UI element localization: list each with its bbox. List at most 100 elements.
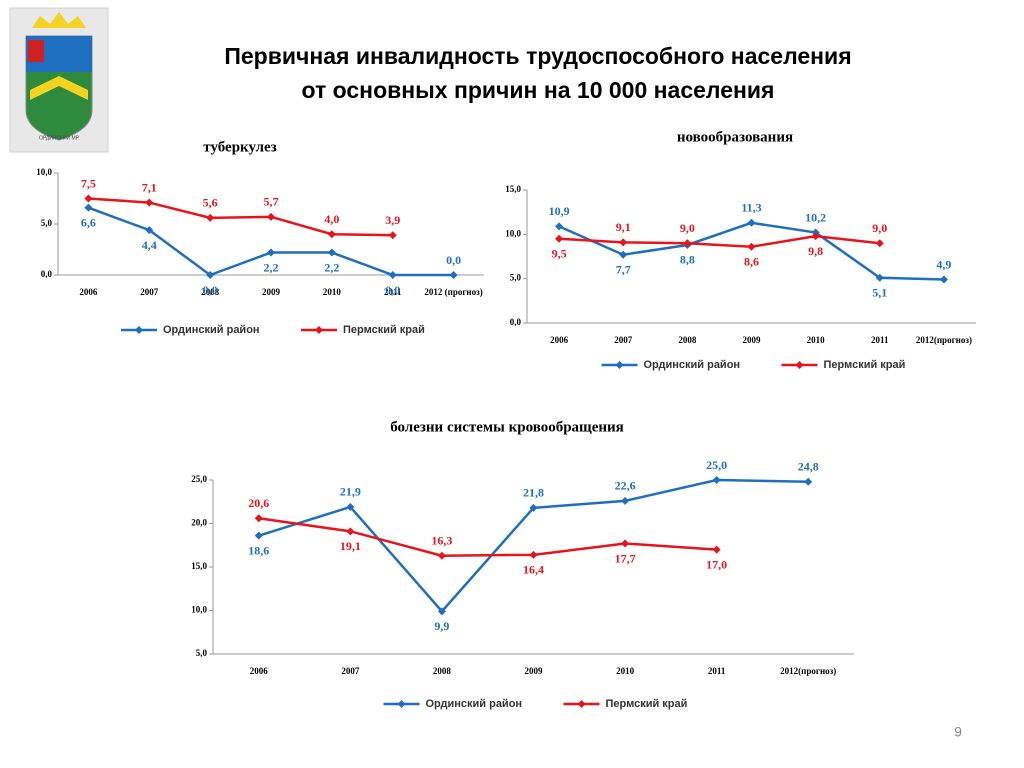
point bbox=[84, 194, 93, 203]
value-label: 8,6 bbox=[744, 254, 759, 268]
value-label: 7,7 bbox=[616, 262, 631, 276]
legend-label: Ординский район bbox=[644, 359, 741, 371]
point bbox=[619, 238, 628, 247]
value-label: 0,0 bbox=[385, 283, 400, 297]
value-label: 4,4 bbox=[142, 238, 157, 252]
chart-title: новообразования bbox=[677, 129, 793, 145]
point bbox=[804, 477, 813, 486]
y-tick-label: 10,0 bbox=[505, 228, 521, 238]
value-label: 9,1 bbox=[616, 220, 631, 234]
chart-title: болезни системы кровообращения bbox=[390, 419, 624, 435]
x-tick-label: 2009 bbox=[262, 287, 281, 297]
value-label: 5,1 bbox=[872, 286, 887, 300]
value-label: 9,0 bbox=[872, 221, 887, 235]
x-tick-label: 2006 bbox=[250, 666, 269, 676]
point bbox=[939, 275, 948, 284]
slide-subtitle: от основных причин на 10 000 населения bbox=[302, 77, 775, 103]
y-tick-label: 15,0 bbox=[505, 184, 521, 194]
x-tick-label: 2011 bbox=[871, 335, 889, 345]
x-tick-label: 2008 bbox=[201, 287, 220, 297]
x-tick-label: 2012(прогноз) bbox=[916, 335, 972, 345]
point bbox=[747, 242, 756, 251]
point bbox=[388, 271, 397, 279]
point bbox=[327, 230, 336, 239]
point bbox=[529, 550, 538, 559]
point bbox=[267, 212, 275, 221]
point bbox=[84, 203, 93, 212]
value-label: 4,0 bbox=[324, 212, 339, 226]
legend-marker bbox=[795, 361, 804, 369]
value-label: 16,3 bbox=[431, 533, 452, 547]
point bbox=[145, 226, 154, 235]
legend-marker bbox=[397, 700, 406, 708]
point bbox=[619, 250, 628, 259]
value-label: 10,2 bbox=[805, 210, 826, 224]
legend-label: Пермский край bbox=[824, 359, 906, 371]
x-tick-label: 2012 (прогноз) bbox=[424, 287, 482, 297]
series-line bbox=[258, 517, 717, 557]
point bbox=[267, 248, 275, 257]
y-tick-label: 10,0 bbox=[36, 167, 52, 177]
value-label: 7,5 bbox=[81, 176, 96, 190]
y-tick-label: 5,0 bbox=[196, 648, 208, 658]
value-label: 17,0 bbox=[706, 557, 727, 571]
y-tick-label: 5,0 bbox=[510, 273, 522, 283]
point bbox=[145, 198, 154, 207]
point bbox=[529, 503, 538, 512]
slide-title: Первичная инвалидность трудоспособного н… bbox=[224, 43, 851, 69]
point bbox=[346, 502, 355, 511]
value-label: 5,7 bbox=[264, 195, 279, 209]
legend-label: Ординский район bbox=[163, 324, 260, 336]
point bbox=[621, 496, 630, 505]
point bbox=[254, 531, 263, 540]
value-label: 24,8 bbox=[798, 459, 819, 473]
legend-label: Пермский край bbox=[343, 324, 425, 336]
value-label: 9,9 bbox=[434, 619, 449, 633]
value-label: 16,4 bbox=[523, 563, 544, 577]
logo-caption: ОРДИНСКИЙ МР bbox=[39, 133, 80, 141]
x-tick-label: 2011 bbox=[708, 666, 726, 676]
page-number: 9 bbox=[954, 724, 962, 740]
point bbox=[621, 539, 630, 548]
x-tick-label: 2009 bbox=[743, 335, 762, 345]
point bbox=[437, 607, 446, 616]
value-label: 25,0 bbox=[706, 458, 727, 472]
value-label: 22,6 bbox=[615, 479, 636, 493]
value-label: 8,8 bbox=[680, 253, 695, 267]
value-label: 17,7 bbox=[615, 551, 636, 565]
x-tick-label: 2006 bbox=[550, 335, 569, 345]
x-tick-label: 2011 bbox=[384, 287, 402, 297]
value-label: 21,8 bbox=[523, 486, 544, 500]
value-label: 0,0 bbox=[446, 253, 461, 267]
value-label: 2,2 bbox=[264, 260, 279, 274]
logo: ОРДИНСКИЙ МР bbox=[9, 7, 109, 153]
value-label: 10,9 bbox=[549, 204, 570, 218]
point bbox=[875, 273, 884, 282]
x-tick-label: 2008 bbox=[678, 335, 697, 345]
point bbox=[875, 239, 884, 248]
y-tick-label: 5,0 bbox=[41, 218, 53, 228]
point bbox=[254, 514, 263, 523]
x-tick-label: 2007 bbox=[341, 666, 360, 676]
legend-marker bbox=[315, 326, 323, 334]
value-label: 18,6 bbox=[248, 543, 269, 557]
y-tick-label: 0,0 bbox=[41, 269, 53, 279]
y-tick-label: 0,0 bbox=[510, 317, 522, 327]
series-line bbox=[88, 197, 393, 237]
value-label: 9,0 bbox=[680, 221, 695, 235]
point bbox=[747, 218, 756, 227]
value-label: 9,8 bbox=[808, 244, 823, 258]
point bbox=[346, 527, 355, 536]
value-label: 3,9 bbox=[385, 213, 400, 227]
point bbox=[712, 476, 721, 484]
y-tick-label: 10,0 bbox=[191, 605, 207, 615]
y-tick-label: 15,0 bbox=[191, 561, 207, 571]
point bbox=[327, 248, 336, 257]
value-label: 0,0 bbox=[203, 283, 218, 297]
x-tick-label: 2008 bbox=[433, 666, 452, 676]
legend-marker bbox=[577, 700, 586, 708]
legend-label: Ординский район bbox=[426, 698, 523, 710]
value-label: 2,2 bbox=[324, 260, 339, 274]
y-tick-label: 25,0 bbox=[191, 474, 207, 484]
